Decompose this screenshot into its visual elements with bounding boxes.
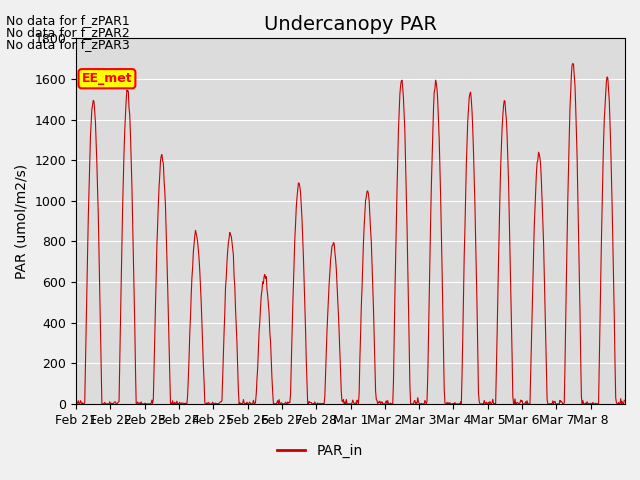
Text: EE_met: EE_met [82, 72, 132, 85]
Text: No data for f_zPAR3: No data for f_zPAR3 [6, 38, 130, 51]
Title: Undercanopy PAR: Undercanopy PAR [264, 15, 437, 34]
Y-axis label: PAR (umol/m2/s): PAR (umol/m2/s) [15, 164, 29, 279]
Text: No data for f_zPAR1: No data for f_zPAR1 [6, 14, 130, 27]
Text: No data for f_zPAR2: No data for f_zPAR2 [6, 26, 130, 39]
Legend: PAR_in: PAR_in [272, 438, 368, 464]
